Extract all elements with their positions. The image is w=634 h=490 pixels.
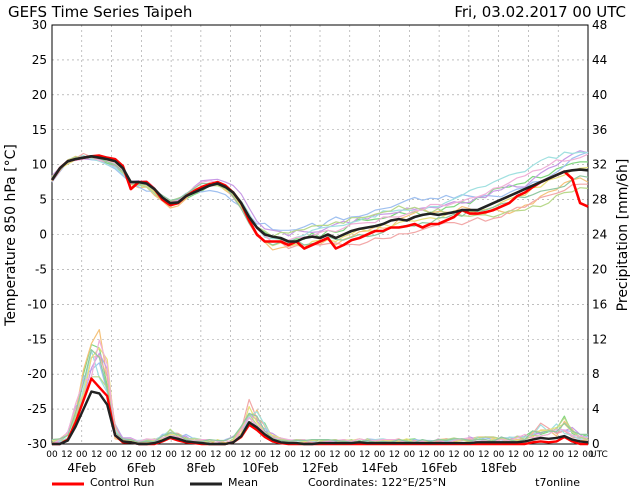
right-axis-label: Precipitation [mm/6h] bbox=[615, 159, 631, 312]
precip-main-lines bbox=[52, 377, 589, 446]
left-tick-label: 10 bbox=[32, 158, 47, 172]
left-tick-label: -5 bbox=[35, 262, 47, 276]
right-tick-label: 12 bbox=[592, 332, 607, 346]
x-axis: 00 12 00 12 00 12 00 12 00 12 00 12 00 12 00 12 00 12 00 12… bbox=[46, 450, 608, 475]
hour-tick-label: 00 bbox=[106, 450, 118, 460]
left-tick-label: -10 bbox=[27, 297, 47, 311]
temperature-mean-line bbox=[50, 155, 589, 243]
precip-mean-line bbox=[52, 390, 589, 446]
hour-tick-label: 00 bbox=[493, 450, 505, 460]
left-tick-label: -30 bbox=[27, 437, 47, 451]
date-tick-label: 4Feb bbox=[67, 461, 96, 475]
hour-tick-unit: UTC bbox=[590, 450, 608, 460]
hour-tick-label: 12 bbox=[270, 450, 281, 460]
temperature-member-line bbox=[51, 151, 589, 231]
hour-tick-label: 12 bbox=[329, 450, 340, 460]
right-tick-label: 44 bbox=[592, 53, 607, 67]
hour-tick-label: 00 bbox=[136, 450, 148, 460]
left-tick-label: 30 bbox=[32, 18, 47, 32]
left-tick-label: 15 bbox=[32, 123, 47, 137]
precip-member-line bbox=[51, 343, 589, 445]
date-tick-label: 14Feb bbox=[361, 461, 398, 475]
left-axis: 30 25 20 15 10 5 0 -5 -10 -15 -20 -25 -30 bbox=[27, 18, 47, 451]
grid bbox=[52, 25, 588, 444]
hour-tick-label: 00 bbox=[552, 450, 564, 460]
left-tick-label: 5 bbox=[39, 193, 47, 207]
right-tick-label: 48 bbox=[592, 18, 607, 32]
right-tick-label: 0 bbox=[592, 437, 600, 451]
temperature-member-line bbox=[51, 155, 589, 251]
hour-tick-label: 00 bbox=[255, 450, 267, 460]
hour-tick-label: 12 bbox=[121, 450, 132, 460]
source-label: t7online bbox=[535, 476, 580, 489]
hour-tick-label: 12 bbox=[180, 450, 191, 460]
right-tick-label: 24 bbox=[592, 228, 607, 242]
date-tick-label: 6Feb bbox=[127, 461, 156, 475]
hour-tick-label: 00 bbox=[225, 450, 237, 460]
precip-member-line bbox=[51, 349, 588, 443]
hour-tick-label: 12 bbox=[389, 450, 400, 460]
hour-tick-label: 00 bbox=[344, 450, 356, 460]
hour-tick-label: 12 bbox=[210, 450, 221, 460]
hour-tick-label: 00 bbox=[582, 450, 594, 460]
hour-tick-label: 12 bbox=[538, 450, 549, 460]
chart-title: GEFS Time Series Taipeh bbox=[8, 3, 192, 21]
legend: Control Run Mean Coordinates: 122°E/25°N… bbox=[52, 476, 580, 489]
hour-tick-label: 00 bbox=[76, 450, 88, 460]
right-tick-label: 20 bbox=[592, 262, 607, 276]
hour-tick-label: 12 bbox=[478, 450, 489, 460]
hour-tick-label: 00 bbox=[314, 450, 326, 460]
hour-tick-label: 00 bbox=[463, 450, 475, 460]
hour-tick-label: 00 bbox=[374, 450, 386, 460]
hour-tick-label: 12 bbox=[240, 450, 251, 460]
coordinates-label: Coordinates: 122°E/25°N bbox=[308, 476, 446, 489]
date-tick-label: 8Feb bbox=[186, 461, 215, 475]
date-tick-label: 12Feb bbox=[302, 461, 339, 475]
hour-tick-label: 12 bbox=[567, 450, 578, 460]
left-tick-label: 0 bbox=[39, 228, 47, 242]
hour-tick-label: 00 bbox=[433, 450, 445, 460]
hour-tick-label: 12 bbox=[150, 450, 161, 460]
left-axis-label: Temperature 850 hPa [°C] bbox=[3, 144, 19, 327]
legend-control-label: Control Run bbox=[90, 476, 154, 489]
right-tick-label: 4 bbox=[592, 402, 600, 416]
hour-tick-label: 12 bbox=[508, 450, 519, 460]
precip-member-line bbox=[51, 350, 589, 445]
hour-tick-label: 12 bbox=[448, 450, 459, 460]
left-tick-label: 20 bbox=[32, 88, 47, 102]
right-tick-label: 40 bbox=[592, 88, 607, 102]
hour-tick-label: 00 bbox=[523, 450, 535, 460]
hour-tick-label: 00 bbox=[404, 450, 416, 460]
right-tick-label: 28 bbox=[592, 193, 607, 207]
left-tick-label: 25 bbox=[32, 53, 47, 67]
hour-tick-label: 12 bbox=[61, 450, 72, 460]
right-tick-label: 8 bbox=[592, 367, 600, 381]
right-tick-label: 36 bbox=[592, 123, 607, 137]
left-tick-label: -25 bbox=[27, 402, 47, 416]
date-tick-label: 10Feb bbox=[242, 461, 279, 475]
legend-mean-label: Mean bbox=[228, 476, 258, 489]
hour-tick-label: 00 bbox=[284, 450, 296, 460]
hour-tick-label: 00 bbox=[46, 450, 58, 460]
hour-tick-label: 12 bbox=[299, 450, 310, 460]
date-tick-label: 18Feb bbox=[480, 461, 517, 475]
chart-datetime: Fri, 03.02.2017 00 UTC bbox=[454, 3, 626, 21]
right-tick-label: 32 bbox=[592, 158, 607, 172]
hour-tick-label: 00 bbox=[195, 450, 207, 460]
temperature-main-lines bbox=[50, 154, 589, 250]
hour-tick-label: 12 bbox=[91, 450, 102, 460]
left-tick-label: -15 bbox=[27, 332, 47, 346]
temperature-member-line bbox=[51, 156, 589, 238]
right-tick-label: 16 bbox=[592, 297, 607, 311]
hour-tick-label: 12 bbox=[359, 450, 370, 460]
left-tick-label: -20 bbox=[27, 367, 47, 381]
hour-tick-label: 12 bbox=[418, 450, 429, 460]
date-tick-label: 16Feb bbox=[421, 461, 458, 475]
hour-tick-label: 00 bbox=[165, 450, 177, 460]
